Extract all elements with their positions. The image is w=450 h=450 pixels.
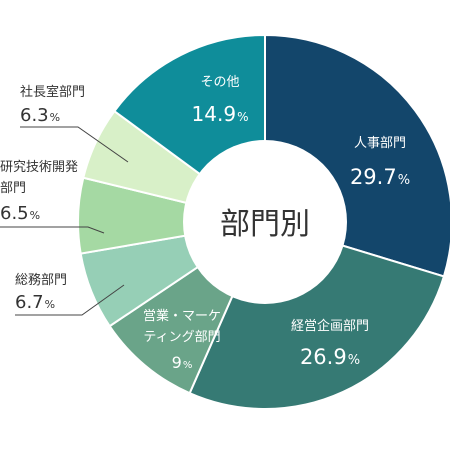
leader-line-shachoshitsu [20, 126, 129, 163]
slice-value-keiei-kikaku: 26.9% [300, 345, 360, 369]
slice-value-eigyo-marketing: 9% [172, 353, 193, 372]
slice-label-jinji: 人事部門 [354, 136, 406, 151]
slice-label-sonota: その他 [200, 75, 239, 90]
leader-line-kenkyu-gijutsu [0, 226, 105, 234]
leader-line-somu [15, 284, 125, 316]
slice-value-jinji: 29.7% [350, 165, 410, 189]
leader-lines [0, 126, 129, 316]
center-label: 部門別 [220, 207, 310, 242]
slice-value-somu: 6.7% [15, 292, 55, 313]
slice-value-sonota: 14.9% [192, 102, 249, 126]
slice-label-eigyo-marketing-line2: ティング部門 [143, 330, 220, 345]
donut-hole [183, 140, 347, 304]
slice-label-shachoshitsu: 社長室部門 [20, 84, 85, 100]
slice-label-kenkyu-gijutsu-line2: 部門 [0, 181, 26, 196]
slice-label-keiei-kikaku: 経営企画部門 [291, 318, 369, 334]
slice-label-somu: 総務部門 [15, 273, 67, 288]
slice-value-kenkyu-gijutsu: 6.5% [0, 203, 40, 224]
slice-label-kenkyu-gijutsu-line1: 研究技術開発 [0, 160, 78, 175]
slice-label-eigyo-marketing-line1: 営業・マーケ [143, 308, 221, 324]
slice-value-shachoshitsu: 6.3% [20, 105, 60, 126]
